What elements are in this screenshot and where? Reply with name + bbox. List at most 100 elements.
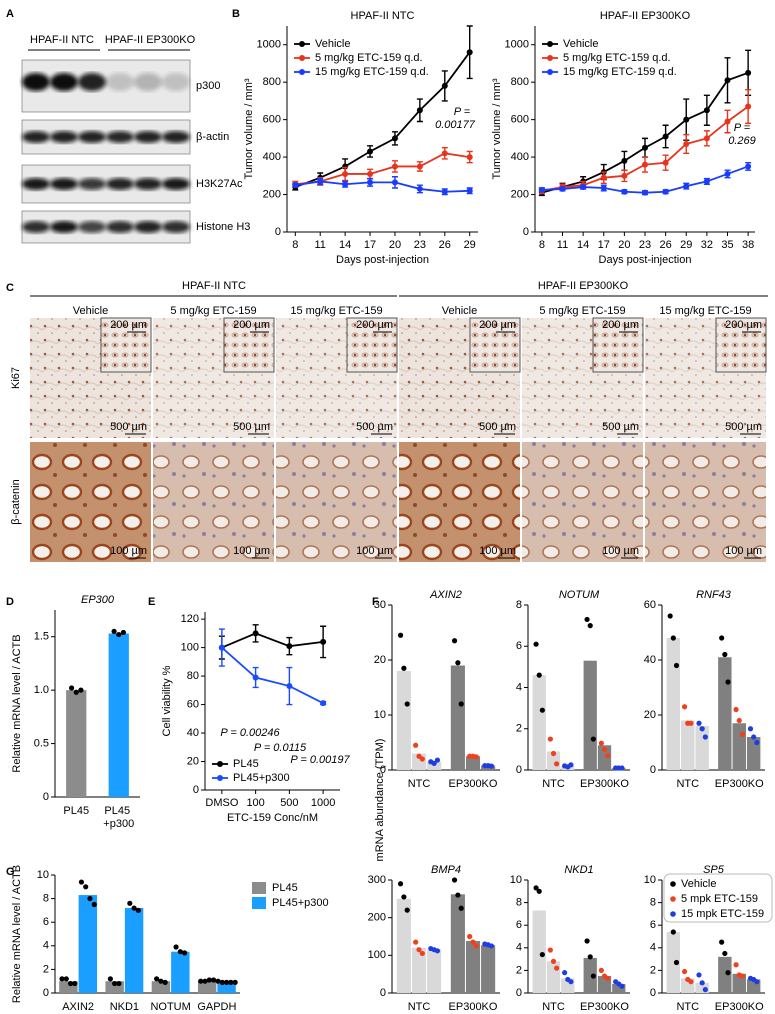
column-label: Vehicle xyxy=(442,305,477,317)
y-tick-label: 100 xyxy=(181,642,199,654)
chart-title: EP300 xyxy=(81,594,115,606)
legend-label: 5 mg/kg ETC-159 q.d. xyxy=(563,52,671,64)
panel-letter: B xyxy=(232,8,240,20)
data-point xyxy=(536,888,542,894)
x-tick-label: EP300KO xyxy=(715,1001,764,1013)
data-point xyxy=(590,973,596,979)
bar xyxy=(465,756,481,770)
data-point xyxy=(458,905,464,911)
y-tick-label: 1.5 xyxy=(34,631,49,643)
marker xyxy=(416,163,423,170)
inset-scale: 200 µm xyxy=(725,319,762,331)
bar xyxy=(450,665,465,770)
data-point xyxy=(725,970,731,976)
bar xyxy=(597,745,612,770)
data-point xyxy=(116,631,122,638)
inset xyxy=(469,317,521,373)
blot-group-label: HPAF-II NTC xyxy=(30,34,94,46)
series-line xyxy=(294,51,471,188)
x-tick-label: 26 xyxy=(660,239,672,251)
marker xyxy=(286,643,293,650)
marker xyxy=(724,77,731,84)
blot-label: H3K27Ac xyxy=(196,178,243,190)
y-tick-label: 1000 xyxy=(505,39,529,51)
data-point xyxy=(419,950,425,957)
data-point xyxy=(568,979,574,985)
bar xyxy=(746,737,761,770)
marker xyxy=(683,116,690,123)
data-point xyxy=(702,734,708,740)
marker xyxy=(441,82,448,89)
inset-scale: 200 µm xyxy=(602,319,639,331)
data-point xyxy=(619,983,625,989)
data-point xyxy=(601,746,608,752)
legend-label: 5 mpk ETC-159 xyxy=(681,893,758,905)
data-point xyxy=(699,980,705,986)
data-point xyxy=(751,734,757,740)
data-point xyxy=(451,638,458,644)
legend-marker xyxy=(299,69,305,75)
y-tick-label: 40 xyxy=(644,654,656,666)
marker xyxy=(600,174,607,181)
blot-band xyxy=(106,73,134,91)
x-tick-label: 32 xyxy=(701,239,713,251)
catenin-image xyxy=(153,442,274,562)
y-tick-label: 6 xyxy=(516,640,522,652)
series-line xyxy=(541,71,749,194)
ki67-scale: 500 µm xyxy=(725,421,762,433)
blot-band xyxy=(162,73,190,91)
marker xyxy=(662,133,669,140)
x-tick-label: 14 xyxy=(339,239,351,251)
blot-label: β-actin xyxy=(196,131,229,143)
bar xyxy=(532,910,546,993)
x-tick-label: PL45 xyxy=(63,805,89,817)
y-axis-label: Tumor volume / mm³ xyxy=(243,78,255,179)
bar xyxy=(732,723,746,770)
y-tick-label: 0 xyxy=(516,987,522,999)
data-point xyxy=(78,687,84,693)
marker xyxy=(367,179,374,186)
y-tick-label: 0 xyxy=(193,784,199,796)
data-point xyxy=(688,979,694,985)
inset xyxy=(100,317,152,373)
y-axis-label: Tumor volume / mm³ xyxy=(491,78,503,179)
x-tick-label: 8 xyxy=(539,239,545,251)
blot-band xyxy=(134,178,162,190)
x-tick-label: NTC xyxy=(542,1001,565,1013)
y-tick-label: 4 xyxy=(650,942,656,954)
x-tick-label: 20 xyxy=(389,239,401,251)
data-point xyxy=(754,739,760,746)
blot-group-label: HPAF-II EP300KO xyxy=(105,34,196,46)
y-tick-label: 0 xyxy=(43,987,49,999)
y-tick-label: 4 xyxy=(43,940,49,952)
bar xyxy=(465,941,481,993)
catenin-image xyxy=(522,442,643,562)
y-tick-label: 20 xyxy=(187,755,199,767)
data-point xyxy=(87,896,93,902)
marker xyxy=(559,185,566,192)
chart-title: BMP4 xyxy=(431,864,461,876)
data-point xyxy=(587,623,593,629)
x-tick-label: DMSO xyxy=(205,797,238,809)
x-axis-label: Days post-injection xyxy=(336,254,429,266)
data-point xyxy=(547,736,553,742)
data-point xyxy=(107,976,113,982)
data-point xyxy=(401,665,407,671)
data-point xyxy=(59,976,65,982)
marker xyxy=(621,188,628,195)
blot-band xyxy=(22,73,50,91)
marker xyxy=(342,181,349,188)
series-line xyxy=(221,632,324,649)
blot xyxy=(21,59,191,113)
marker xyxy=(466,49,473,56)
data-point xyxy=(116,980,122,987)
column-label: 5 mg/kg ETC-159 xyxy=(170,305,256,317)
data-point xyxy=(688,720,694,726)
x-tick-label: EP300KO xyxy=(580,1001,629,1013)
data-point xyxy=(699,726,705,732)
chart-title: SP5 xyxy=(703,864,725,876)
legend-label: 15 mg/kg ETC-159 q.d. xyxy=(315,66,429,78)
x-tick-label: 100 xyxy=(246,797,264,809)
y-tick-label: 200 xyxy=(263,188,281,200)
chart-title: HPAF-II NTC xyxy=(351,10,415,22)
